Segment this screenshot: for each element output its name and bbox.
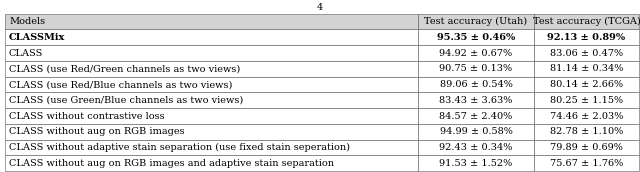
Bar — [534, 108, 639, 124]
Text: 89.06 ± 0.54%: 89.06 ± 0.54% — [440, 80, 513, 89]
Text: 80.25 ± 1.15%: 80.25 ± 1.15% — [550, 96, 623, 105]
Bar — [5, 77, 418, 93]
Bar — [418, 14, 534, 30]
Bar — [418, 155, 534, 171]
Text: 79.89 ± 0.69%: 79.89 ± 0.69% — [550, 143, 623, 152]
Text: 95.35 ± 0.46%: 95.35 ± 0.46% — [437, 33, 515, 42]
Text: CLASS: CLASS — [9, 49, 44, 58]
Text: CLASS without aug on RGB images and adaptive stain separation: CLASS without aug on RGB images and adap… — [9, 159, 334, 168]
Bar — [534, 77, 639, 93]
Bar — [418, 140, 534, 155]
Text: 75.67 ± 1.76%: 75.67 ± 1.76% — [550, 159, 623, 168]
Text: 92.43 ± 0.34%: 92.43 ± 0.34% — [439, 143, 513, 152]
Bar — [534, 93, 639, 108]
Text: 80.14 ± 2.66%: 80.14 ± 2.66% — [550, 80, 623, 89]
Text: 90.75 ± 0.13%: 90.75 ± 0.13% — [440, 64, 513, 73]
Text: 74.46 ± 2.03%: 74.46 ± 2.03% — [550, 112, 623, 121]
Bar — [534, 30, 639, 45]
Bar — [418, 30, 534, 45]
Bar — [418, 93, 534, 108]
Bar — [534, 140, 639, 155]
Bar — [5, 14, 418, 30]
Bar — [5, 155, 418, 171]
Bar — [418, 45, 534, 61]
Bar — [418, 61, 534, 77]
Text: Test accuracy (Utah): Test accuracy (Utah) — [424, 17, 527, 26]
Text: 83.43 ± 3.63%: 83.43 ± 3.63% — [439, 96, 513, 105]
Text: 4: 4 — [317, 3, 323, 12]
Bar — [5, 124, 418, 140]
Bar — [5, 140, 418, 155]
Text: CLASS (use Green/Blue channels as two views): CLASS (use Green/Blue channels as two vi… — [9, 96, 243, 105]
Text: CLASS (use Red/Blue channels as two views): CLASS (use Red/Blue channels as two view… — [9, 80, 232, 89]
Bar — [534, 155, 639, 171]
Text: CLASS without adaptive stain separation (use fixed stain seperation): CLASS without adaptive stain separation … — [9, 143, 350, 152]
Text: 83.06 ± 0.47%: 83.06 ± 0.47% — [550, 49, 623, 58]
Text: 81.14 ± 0.34%: 81.14 ± 0.34% — [550, 64, 623, 73]
Text: 92.13 ± 0.89%: 92.13 ± 0.89% — [547, 33, 625, 42]
Bar — [418, 108, 534, 124]
Text: CLASS without contrastive loss: CLASS without contrastive loss — [9, 112, 164, 121]
Text: Test accuracy (TCGA): Test accuracy (TCGA) — [532, 17, 640, 26]
Bar — [5, 45, 418, 61]
Bar — [5, 93, 418, 108]
Bar — [534, 45, 639, 61]
Bar — [534, 124, 639, 140]
Text: CLASS without aug on RGB images: CLASS without aug on RGB images — [9, 127, 184, 136]
Bar — [5, 61, 418, 77]
Text: 91.53 ± 1.52%: 91.53 ± 1.52% — [440, 159, 513, 168]
Text: CLASSMix: CLASSMix — [9, 33, 65, 42]
Bar — [5, 108, 418, 124]
Text: CLASS (use Red/Green channels as two views): CLASS (use Red/Green channels as two vie… — [9, 64, 240, 73]
Text: 82.78 ± 1.10%: 82.78 ± 1.10% — [550, 127, 623, 136]
Text: 94.92 ± 0.67%: 94.92 ± 0.67% — [440, 49, 513, 58]
Bar — [418, 77, 534, 93]
Bar — [418, 124, 534, 140]
Text: 84.57 ± 2.40%: 84.57 ± 2.40% — [440, 112, 513, 121]
Bar — [534, 61, 639, 77]
Text: 94.99 ± 0.58%: 94.99 ± 0.58% — [440, 127, 513, 136]
Bar — [534, 14, 639, 30]
Text: Models: Models — [9, 17, 45, 26]
Bar — [5, 30, 418, 45]
